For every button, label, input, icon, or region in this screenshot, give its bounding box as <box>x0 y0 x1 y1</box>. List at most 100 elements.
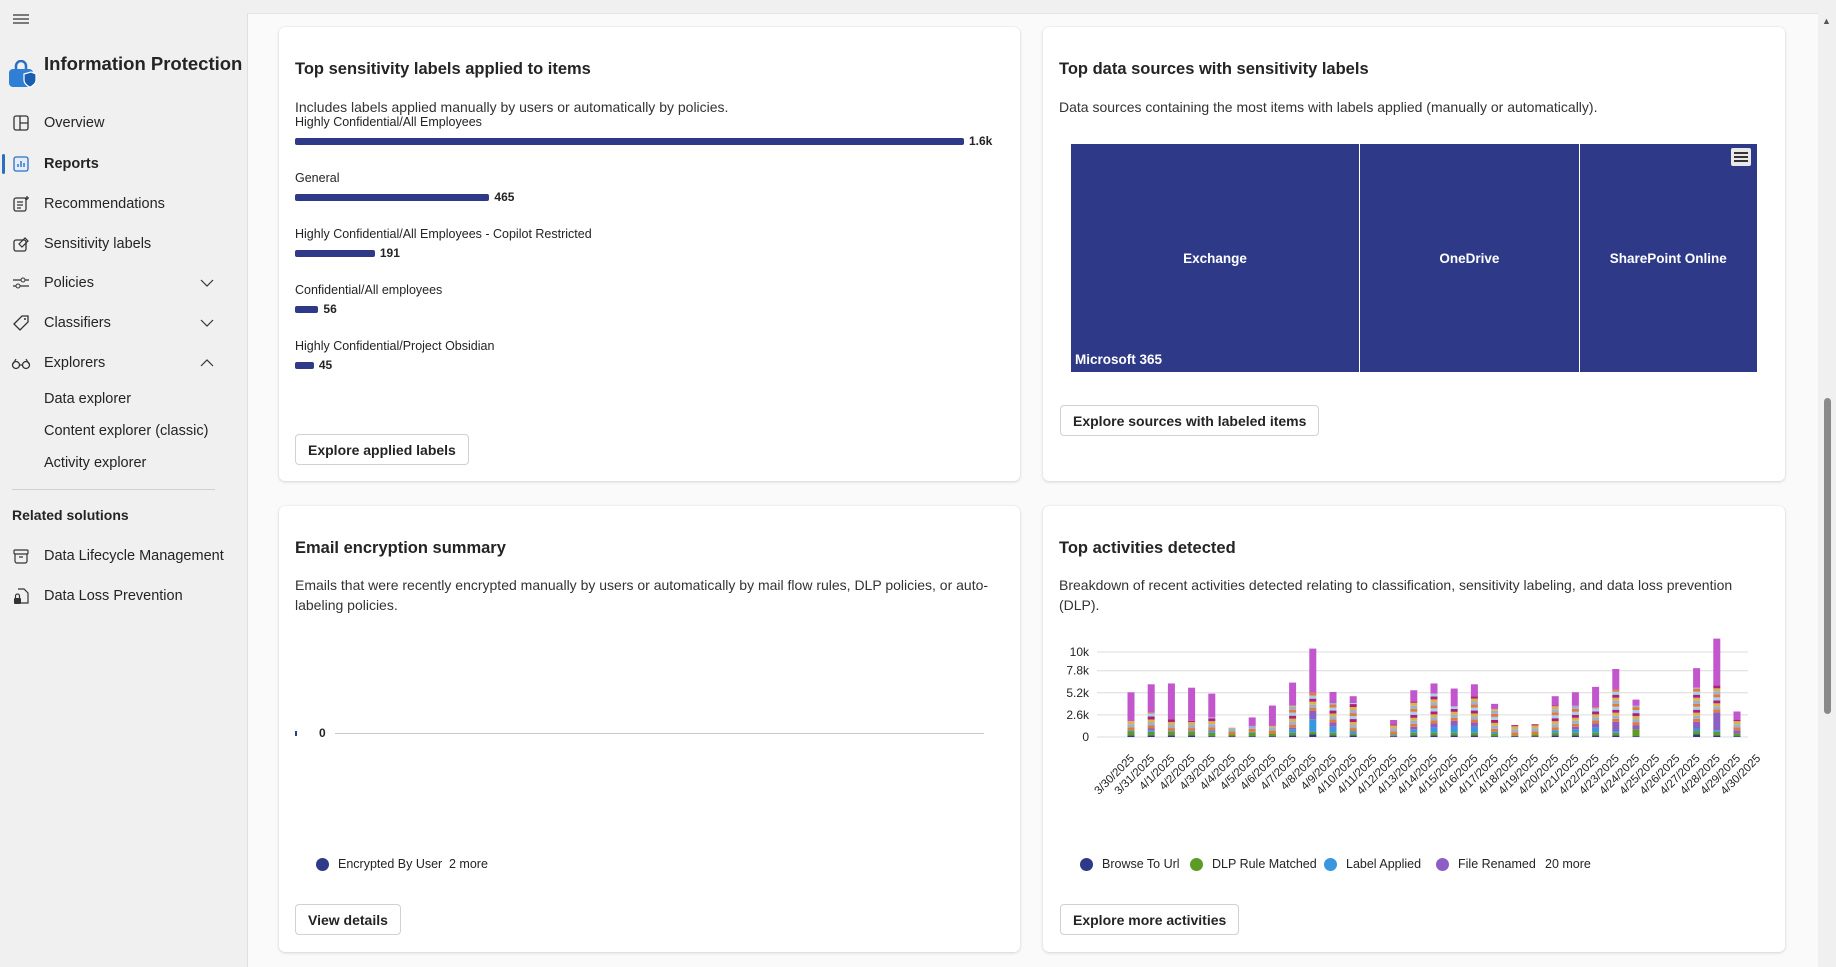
bar-segment[interactable] <box>1551 730 1559 733</box>
chevron-down-icon[interactable] <box>199 275 215 291</box>
bar-segment[interactable] <box>1188 731 1196 736</box>
sidebar-item-reports[interactable]: Reports <box>0 146 247 182</box>
stacked-bar[interactable] <box>1551 696 1559 737</box>
bar-segment[interactable] <box>1632 716 1640 720</box>
chart-menu-icon[interactable] <box>1731 148 1751 166</box>
bar-segment[interactable] <box>1167 731 1175 736</box>
bar-segment[interactable] <box>1571 735 1579 737</box>
bar-segment[interactable] <box>1248 717 1256 726</box>
bar-segment[interactable] <box>1390 720 1398 725</box>
bar-segment[interactable] <box>1410 720 1418 724</box>
bar-segment[interactable] <box>1430 732 1438 736</box>
bar-segment[interactable] <box>1430 714 1438 718</box>
bar-segment[interactable] <box>1713 730 1721 732</box>
treemap-cell[interactable]: SharePoint Online <box>1578 144 1757 372</box>
bar-segment[interactable] <box>1470 696 1478 699</box>
bar-segment[interactable] <box>1713 688 1721 692</box>
bar-segment[interactable] <box>1693 728 1701 732</box>
bar-segment[interactable] <box>1127 730 1135 732</box>
bar-segment[interactable] <box>1309 731 1317 735</box>
bar-segment[interactable] <box>1329 726 1337 733</box>
bar-segment[interactable] <box>1329 691 1337 703</box>
bar-segment[interactable] <box>1147 730 1155 732</box>
bar-segment[interactable] <box>1127 727 1135 731</box>
bar-segment[interactable] <box>1470 735 1478 737</box>
bar-segment[interactable] <box>1632 722 1640 726</box>
bar-segment[interactable] <box>1349 735 1357 737</box>
bar-segment[interactable] <box>1592 732 1600 736</box>
bar-segment[interactable] <box>1329 716 1337 720</box>
bar-segment[interactable] <box>1531 725 1539 729</box>
bar-segment[interactable] <box>1289 706 1297 710</box>
bar-segment[interactable] <box>1430 702 1438 706</box>
bar-segment[interactable] <box>1713 685 1721 689</box>
bar-segment[interactable] <box>1592 707 1600 709</box>
sidebar-item-sensitivity-labels[interactable]: Sensitivity labels <box>0 226 247 262</box>
bar-segment[interactable] <box>1329 710 1337 714</box>
bar-segment[interactable] <box>1713 703 1721 707</box>
bar-segment[interactable] <box>1289 724 1297 728</box>
bar-segment[interactable] <box>1693 721 1701 729</box>
bar-segment[interactable] <box>1511 726 1519 730</box>
bar-segment[interactable] <box>1693 709 1701 713</box>
bar-segment[interactable] <box>1127 692 1135 722</box>
bar-segment[interactable] <box>1390 725 1398 729</box>
stacked-bar[interactable] <box>1268 705 1276 737</box>
bar-segment[interactable] <box>1733 721 1741 725</box>
legend-item[interactable]: Encrypted By User <box>316 857 442 871</box>
bar-segment[interactable] <box>1551 724 1559 728</box>
stacked-bar[interactable] <box>1713 638 1721 737</box>
bar-segment[interactable] <box>1592 711 1600 715</box>
bar-segment[interactable] <box>1612 697 1620 701</box>
bar-segment[interactable] <box>1612 721 1620 732</box>
bar-segment[interactable] <box>1208 724 1216 728</box>
bar-segment[interactable] <box>1470 722 1478 727</box>
bar-segment[interactable] <box>1733 724 1741 728</box>
stacked-bar[interactable] <box>1289 682 1297 737</box>
bar-segment[interactable] <box>1491 713 1499 717</box>
bar-segment[interactable] <box>1410 708 1418 712</box>
bar-segment[interactable] <box>1248 731 1256 733</box>
bar-segment[interactable] <box>1612 718 1620 722</box>
bar-segment[interactable] <box>1268 730 1276 734</box>
bar-segment[interactable] <box>1571 729 1579 733</box>
bar-segment[interactable] <box>1551 715 1559 719</box>
bar-segment[interactable] <box>1248 736 1256 737</box>
bar-segment[interactable] <box>1147 731 1155 736</box>
bar-segment[interactable] <box>1329 707 1337 711</box>
bar-segment[interactable] <box>1248 725 1256 729</box>
bar-segment[interactable] <box>1309 707 1317 711</box>
explore-more-activities-button[interactable]: Explore more activities <box>1060 904 1240 935</box>
bar-segment[interactable] <box>1208 727 1216 731</box>
sidebar-item-recommendations[interactable]: Recommendations <box>0 186 247 222</box>
bar-segment[interactable] <box>1248 732 1256 737</box>
bar-segment[interactable] <box>1289 709 1297 713</box>
bar-segment[interactable] <box>1390 731 1398 735</box>
bar-segment[interactable] <box>1571 732 1579 736</box>
bar-segment[interactable] <box>1491 703 1499 709</box>
bar-segment[interactable] <box>1491 731 1499 734</box>
bar-segment[interactable] <box>1491 736 1499 737</box>
bar-segment[interactable] <box>1188 725 1196 729</box>
bar-segment[interactable] <box>1450 735 1458 737</box>
explore-applied-labels-button[interactable]: Explore applied labels <box>295 434 469 465</box>
bar-segment[interactable] <box>1390 736 1398 737</box>
bar-segment[interactable] <box>1127 721 1135 725</box>
bar-segment[interactable] <box>1430 699 1438 703</box>
bar-segment[interactable] <box>1531 734 1539 737</box>
bar-segment[interactable] <box>1713 697 1721 701</box>
legend-more[interactable]: 20 more <box>1545 857 1591 871</box>
bar-segment[interactable] <box>1349 716 1357 720</box>
bar-segment[interactable] <box>1491 719 1499 723</box>
bar-segment[interactable] <box>1268 727 1276 731</box>
bar-segment[interactable] <box>1410 701 1418 703</box>
bar-segment[interactable] <box>1592 720 1600 724</box>
sidebar-item-data-explorer[interactable]: Data explorer <box>44 391 132 407</box>
bar-segment[interactable] <box>1592 717 1600 721</box>
bar-segment[interactable] <box>1491 725 1499 729</box>
bar-segment[interactable] <box>1430 727 1438 733</box>
bar-segment[interactable] <box>1228 731 1236 735</box>
bar-segment[interactable] <box>1349 731 1357 734</box>
bar-segment[interactable] <box>1713 638 1721 686</box>
bar-segment[interactable] <box>1632 729 1640 737</box>
